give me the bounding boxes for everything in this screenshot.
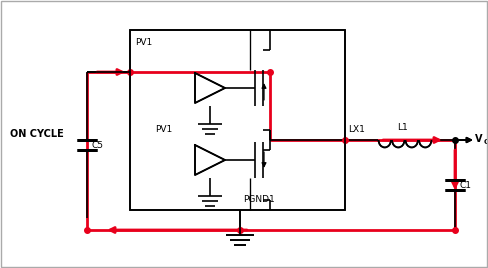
Bar <box>130 30 345 210</box>
Text: L1: L1 <box>397 123 407 132</box>
Text: V: V <box>475 134 483 144</box>
Text: PGND1: PGND1 <box>243 195 275 204</box>
Text: C1: C1 <box>460 181 472 189</box>
Text: OUT: OUT <box>484 139 488 145</box>
Text: LX1: LX1 <box>348 125 365 134</box>
Text: C5: C5 <box>91 140 103 150</box>
Bar <box>130 30 345 210</box>
Text: PV1: PV1 <box>155 125 172 134</box>
Text: ON CYCLE: ON CYCLE <box>10 129 64 139</box>
Text: PV1: PV1 <box>135 38 152 47</box>
